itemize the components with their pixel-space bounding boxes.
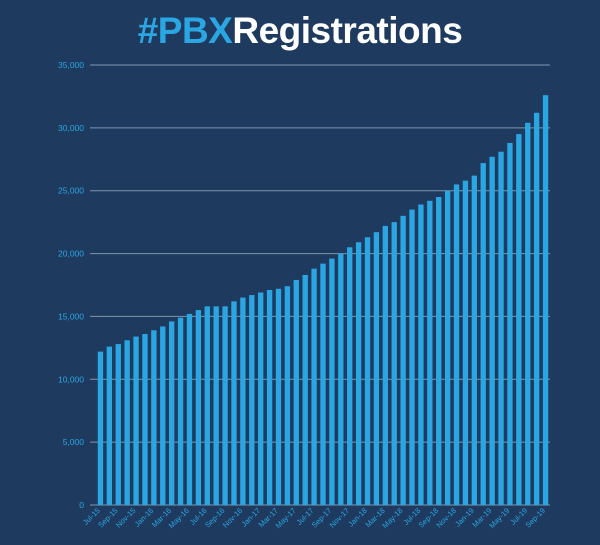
- bar: [284, 286, 291, 505]
- x-tick-label: May-19: [487, 506, 511, 530]
- bar: [364, 237, 371, 505]
- bar: [338, 253, 344, 505]
- bar: [142, 334, 148, 505]
- bar: [462, 180, 469, 505]
- bar: [106, 346, 113, 505]
- bar: [436, 197, 442, 505]
- bar: [373, 232, 380, 505]
- bar: [444, 190, 451, 505]
- title-hashtag: #PBX: [137, 10, 233, 51]
- y-tick-label: 35,000: [58, 60, 84, 70]
- bar: [391, 222, 397, 505]
- x-tick-label: Nov-17: [328, 506, 351, 529]
- y-tick-label: 10,000: [58, 374, 84, 384]
- bar: [213, 306, 219, 505]
- bar: [195, 310, 202, 505]
- bar: [498, 151, 504, 505]
- bar: [249, 295, 255, 505]
- bar: [427, 200, 433, 505]
- bar: [453, 184, 460, 505]
- bar: [302, 274, 308, 505]
- bar: [177, 317, 184, 505]
- x-tick-label: May-17: [274, 506, 298, 530]
- bar: [231, 301, 237, 505]
- chart-title: #PBXRegistrations: [0, 8, 600, 54]
- bar: [355, 242, 362, 505]
- bar: [329, 258, 335, 505]
- bar: [320, 263, 326, 505]
- y-tick-label: 5,000: [63, 437, 85, 447]
- y-tick-label: 20,000: [58, 249, 84, 259]
- bar: [382, 225, 388, 505]
- title-main: Registrations: [232, 10, 463, 51]
- bar: [400, 215, 406, 505]
- y-tick-label: 15,000: [58, 311, 84, 321]
- bar: [204, 306, 210, 505]
- x-tick-label: Nov-18: [434, 506, 457, 529]
- x-tick-label: May-16: [167, 506, 191, 530]
- x-tick-label: Nov-16: [221, 506, 244, 529]
- bar: [542, 95, 549, 506]
- bar: [311, 268, 317, 505]
- bar: [240, 297, 246, 505]
- bar: [471, 175, 478, 505]
- bar: [258, 292, 264, 505]
- bar: [97, 351, 104, 505]
- bar: [418, 204, 424, 506]
- bar: [124, 340, 130, 505]
- bar: [347, 247, 353, 506]
- x-tick-label: Nov-15: [114, 506, 137, 529]
- bar: [160, 326, 166, 505]
- bar: [186, 313, 193, 505]
- bar: [480, 163, 486, 506]
- bar: [507, 142, 513, 505]
- bar: [168, 321, 175, 505]
- bar: [133, 336, 139, 505]
- bar: [275, 288, 282, 505]
- bar: [266, 290, 273, 505]
- bar: [293, 279, 299, 505]
- bar: [525, 122, 531, 505]
- y-tick-label: 30,000: [58, 123, 84, 133]
- y-tick-label: 0: [79, 500, 84, 510]
- bar: [516, 134, 522, 505]
- bar: [115, 344, 121, 505]
- x-tick-label: Sep-19: [523, 506, 546, 529]
- bar: [151, 330, 157, 505]
- bar: [489, 156, 495, 505]
- bar: [409, 209, 415, 506]
- bar: [222, 306, 228, 505]
- bar: [533, 112, 540, 506]
- x-tick-label: May-18: [380, 506, 404, 530]
- y-tick-label: 25,000: [58, 186, 84, 196]
